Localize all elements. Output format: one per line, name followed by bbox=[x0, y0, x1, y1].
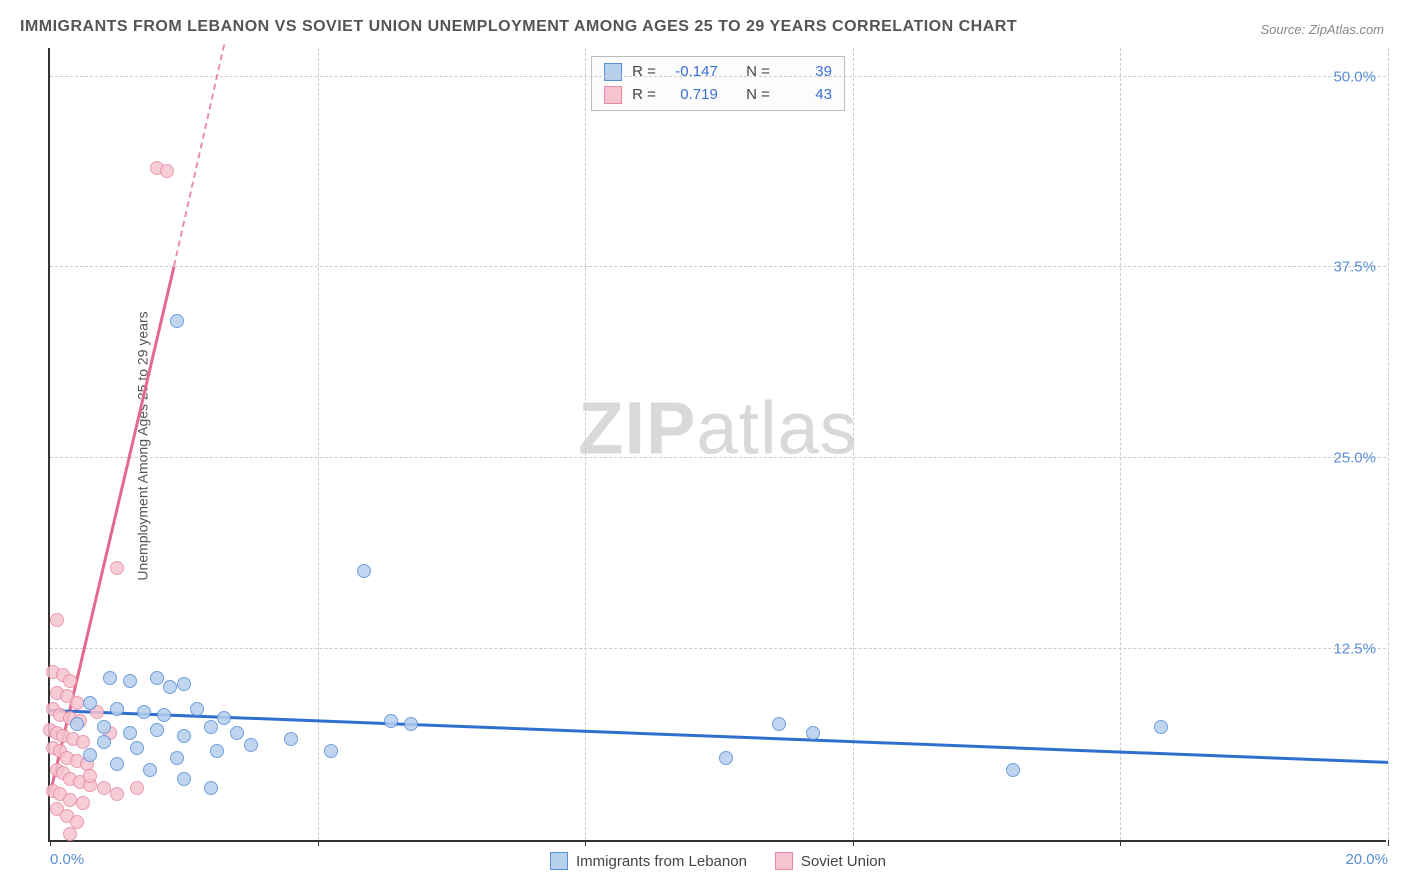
grid-line-vertical bbox=[585, 48, 586, 840]
plot-area: ZIPatlas R =-0.147 N =39R =0.719 N =43 I… bbox=[48, 48, 1386, 842]
grid-line-horizontal bbox=[50, 266, 1386, 267]
data-point bbox=[177, 729, 191, 743]
data-point bbox=[50, 613, 64, 627]
grid-line-vertical bbox=[853, 48, 854, 840]
data-point bbox=[70, 717, 84, 731]
x-tick-mark bbox=[853, 840, 854, 846]
data-point bbox=[244, 738, 258, 752]
x-tick-label: 0.0% bbox=[50, 851, 84, 868]
series-legend-label: Immigrants from Lebanon bbox=[576, 853, 747, 870]
legend-swatch bbox=[604, 86, 622, 104]
data-point bbox=[163, 680, 177, 694]
data-point bbox=[217, 711, 231, 725]
legend-r-label: R = bbox=[632, 84, 656, 107]
grid-line-horizontal bbox=[50, 457, 1386, 458]
x-tick-mark bbox=[585, 840, 586, 846]
data-point bbox=[110, 787, 124, 801]
legend-n-label: N = bbox=[746, 61, 770, 84]
data-point bbox=[160, 164, 174, 178]
data-point bbox=[63, 827, 77, 841]
data-point bbox=[63, 674, 77, 688]
x-tick-mark bbox=[318, 840, 319, 846]
data-point bbox=[210, 744, 224, 758]
correlation-legend-row: R = 0.719 N = 43 bbox=[604, 84, 832, 107]
data-point bbox=[357, 564, 371, 578]
data-point bbox=[284, 732, 298, 746]
data-point bbox=[63, 793, 77, 807]
grid-line-vertical bbox=[1120, 48, 1121, 840]
y-tick-label: 25.0% bbox=[1333, 450, 1376, 467]
data-point bbox=[130, 781, 144, 795]
series-legend-item: Soviet Union bbox=[775, 852, 886, 870]
data-point bbox=[70, 696, 84, 710]
data-point bbox=[719, 751, 733, 765]
data-point bbox=[806, 726, 820, 740]
correlation-legend-row: R = -0.147 N = 39 bbox=[604, 61, 832, 84]
data-point bbox=[123, 674, 137, 688]
legend-swatch bbox=[604, 63, 622, 81]
data-point bbox=[204, 781, 218, 795]
trend-line-extrapolated bbox=[173, 45, 225, 267]
data-point bbox=[177, 772, 191, 786]
data-point bbox=[143, 763, 157, 777]
data-point bbox=[123, 726, 137, 740]
data-point bbox=[83, 769, 97, 783]
x-tick-mark bbox=[1388, 840, 1389, 846]
data-point bbox=[170, 314, 184, 328]
data-point bbox=[157, 708, 171, 722]
data-point bbox=[170, 751, 184, 765]
data-point bbox=[97, 720, 111, 734]
data-point bbox=[190, 702, 204, 716]
grid-line-vertical bbox=[1388, 48, 1389, 840]
data-point bbox=[204, 720, 218, 734]
chart-title: IMMIGRANTS FROM LEBANON VS SOVIET UNION … bbox=[20, 18, 1017, 36]
x-tick-mark bbox=[1120, 840, 1121, 846]
data-point bbox=[97, 781, 111, 795]
legend-r-label: R = bbox=[632, 61, 656, 84]
legend-r-value: -0.147 bbox=[666, 61, 718, 84]
series-legend-label: Soviet Union bbox=[801, 853, 886, 870]
series-legend: Immigrants from Lebanon Soviet Union bbox=[550, 852, 886, 870]
legend-r-value: 0.719 bbox=[666, 84, 718, 107]
grid-line-horizontal bbox=[50, 648, 1386, 649]
data-point bbox=[110, 561, 124, 575]
legend-swatch bbox=[550, 852, 568, 870]
y-tick-label: 37.5% bbox=[1333, 259, 1376, 276]
data-point bbox=[1154, 720, 1168, 734]
data-point bbox=[230, 726, 244, 740]
legend-swatch bbox=[775, 852, 793, 870]
data-point bbox=[76, 796, 90, 810]
y-tick-label: 50.0% bbox=[1333, 68, 1376, 85]
legend-n-value: 39 bbox=[780, 61, 832, 84]
data-point bbox=[324, 744, 338, 758]
data-point bbox=[150, 723, 164, 737]
data-point bbox=[110, 757, 124, 771]
data-point bbox=[103, 671, 117, 685]
data-point bbox=[404, 717, 418, 731]
data-point bbox=[177, 677, 191, 691]
data-point bbox=[137, 705, 151, 719]
data-point bbox=[772, 717, 786, 731]
y-tick-label: 12.5% bbox=[1333, 641, 1376, 658]
data-point bbox=[110, 702, 124, 716]
data-point bbox=[83, 696, 97, 710]
data-point bbox=[1006, 763, 1020, 777]
legend-n-value: 43 bbox=[780, 84, 832, 107]
series-legend-item: Immigrants from Lebanon bbox=[550, 852, 747, 870]
correlation-legend: R = -0.147 N = 39 R = 0.719 N = 43 bbox=[591, 56, 845, 111]
data-point bbox=[83, 748, 97, 762]
data-point bbox=[130, 741, 144, 755]
x-tick-mark bbox=[50, 840, 51, 846]
data-point bbox=[97, 735, 111, 749]
legend-n-label: N = bbox=[746, 84, 770, 107]
x-tick-label: 20.0% bbox=[1345, 851, 1388, 868]
data-point bbox=[150, 671, 164, 685]
chart-source: Source: ZipAtlas.com bbox=[1260, 22, 1384, 37]
data-point bbox=[384, 714, 398, 728]
grid-line-horizontal bbox=[50, 76, 1386, 77]
